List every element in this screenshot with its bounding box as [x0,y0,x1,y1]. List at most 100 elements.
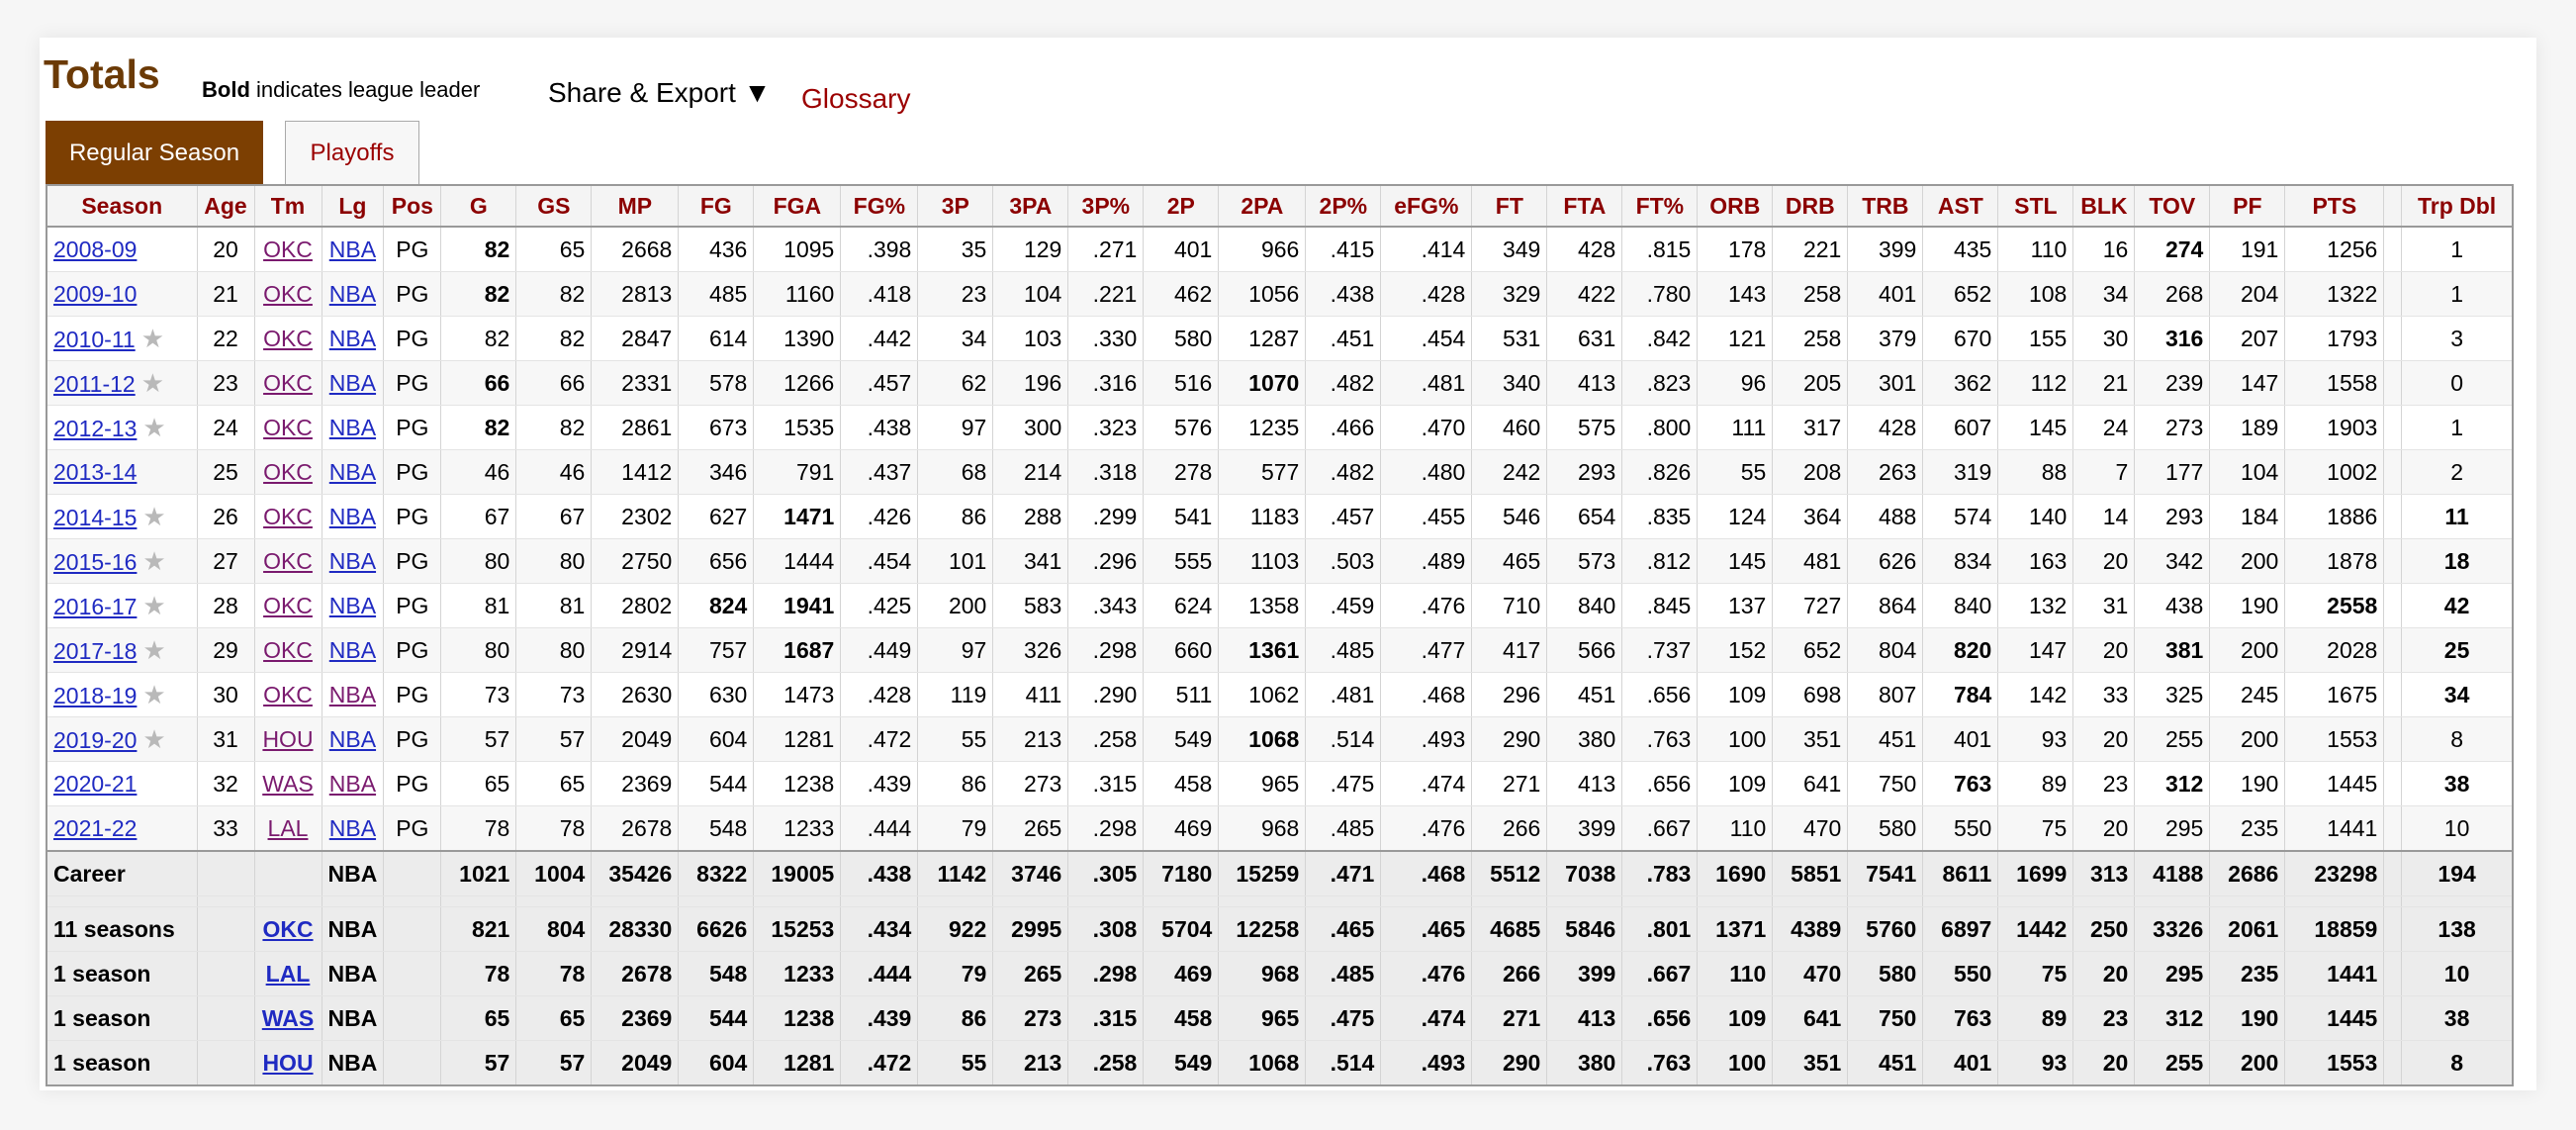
league-link[interactable]: NBA [328,681,377,707]
col-header-blk[interactable]: BLK [2072,185,2136,228]
team-link[interactable]: OKC [263,369,313,396]
col-header-gs[interactable]: GS [515,185,593,228]
team-link[interactable]: OKC [263,414,313,440]
team-link[interactable]: OKC [263,325,313,351]
col-header-lg[interactable]: Lg [322,185,385,228]
col-header-trp-dbl[interactable]: Trp Dbl [2401,185,2514,228]
league-link[interactable]: NBA [328,547,377,574]
col-header-fga[interactable]: FGA [753,185,842,228]
col-header-fg-[interactable]: FG% [840,185,919,228]
league-link[interactable]: NBA [328,636,377,663]
team-link[interactable]: HOU [262,725,314,752]
league-link[interactable]: NBA [328,414,377,440]
league-link[interactable]: NBA [328,770,377,797]
col-header-tm[interactable]: Tm [254,185,322,228]
season-link[interactable]: 2018-19 [53,682,138,708]
team-link[interactable]: HOU [262,1049,314,1076]
col-header-pos[interactable]: Pos [383,185,442,228]
col-header-tov[interactable]: TOV [2134,185,2211,228]
col-header-season[interactable]: Season [46,185,198,228]
col-header-3p-[interactable]: 3P% [1067,185,1145,228]
season-link[interactable]: 2019-20 [53,726,138,753]
col-header-mp[interactable]: MP [591,185,680,228]
season-link[interactable]: 2017-18 [53,637,138,664]
col-header-efg-[interactable]: eFG% [1380,185,1473,228]
season-link[interactable]: 2016-17 [53,593,138,619]
col-header-2pa[interactable]: 2PA [1218,185,1307,228]
team-link[interactable]: WAS [262,770,314,797]
tab-playoffs[interactable]: Playoffs [285,121,419,184]
col-header-pts[interactable]: PTS [2284,185,2385,228]
team-link[interactable]: OKC [263,458,313,485]
league-link[interactable]: NBA [328,592,377,618]
team-link[interactable]: OKC [263,681,313,707]
col-header-pf[interactable]: PF [2209,185,2286,228]
season-link[interactable]: 2020-21 [53,770,138,797]
stat-cell: .330 [1067,316,1145,361]
season-link[interactable]: 2009-10 [53,280,138,307]
stat-cell: 163 [1997,538,2074,584]
league-link[interactable]: NBA [328,503,377,529]
col-header-trb[interactable]: TRB [1847,185,1924,228]
col-header-2p[interactable]: 2P [1143,185,1220,228]
col-header-g[interactable]: G [440,185,517,228]
season-link[interactable]: 2014-15 [53,504,138,530]
league-link[interactable]: NBA [328,325,377,351]
triple-double-cell: 10 [2401,951,2514,996]
team-link[interactable]: LAL [265,960,311,987]
season-link[interactable]: 2010-11 [53,326,136,352]
col-header-2p-[interactable]: 2P% [1305,185,1382,228]
stat-cell: 1160 [753,271,842,317]
tab-regular-season[interactable]: Regular Season [46,121,263,184]
col-header-age[interactable]: Age [197,185,255,228]
col-header-orb[interactable]: ORB [1697,185,1774,228]
team-link[interactable]: OKC [263,592,313,618]
col-header-stl[interactable]: STL [1997,185,2074,228]
col-header-drb[interactable]: DRB [1772,185,1849,228]
career-rows: Career NBA 1021 1004 35426 8322 19005.438 1142 3… [46,850,2514,1086]
team-link[interactable]: OKC [263,235,313,262]
spacer-cell [2383,906,2403,952]
team-link[interactable]: OKC [263,503,313,529]
share-export-button[interactable]: Share & Export ▼ [548,77,772,108]
league-link[interactable]: NBA [328,814,377,841]
header-spacer[interactable] [2383,185,2403,228]
col-header-ft-[interactable]: FT% [1621,185,1699,228]
glossary-link[interactable]: Glossary [801,83,911,114]
col-header-3pa[interactable]: 3PA [992,185,1069,228]
stat-cell: 349 [1471,227,1548,272]
league-link[interactable]: NBA [328,235,377,262]
stat-cell: 550 [1922,951,1999,996]
stat-cell: 189 [2209,405,2286,450]
note-text: indicates league leader [249,77,481,102]
league-link[interactable]: NBA [328,725,377,752]
league-link[interactable]: NBA [328,458,377,485]
stat-cell: 1056 [1218,271,1307,317]
season-link[interactable]: 2021-22 [53,814,138,841]
stat-cell: .438 [840,850,919,896]
season-link[interactable]: 2012-13 [53,415,138,441]
team-link[interactable]: OKC [262,915,314,942]
season-link[interactable]: 2011-12 [53,370,136,397]
team-cell: WAS [254,761,322,806]
col-header-ast[interactable]: AST [1922,185,1999,228]
col-header-ft[interactable]: FT [1471,185,1548,228]
col-header-3p[interactable]: 3P [917,185,994,228]
stat-cell: 57 [515,716,593,762]
season-link[interactable]: 2015-16 [53,548,138,575]
team-link[interactable]: OKC [263,547,313,574]
stat-cell: 73 [440,672,517,717]
stat-cell: 1233 [753,951,842,996]
col-header-fta[interactable]: FTA [1546,185,1623,228]
team-link[interactable]: LAL [267,814,309,841]
team-link[interactable]: WAS [261,1004,315,1031]
team-link[interactable]: OKC [263,280,313,307]
team-link[interactable]: OKC [263,636,313,663]
col-header-fg[interactable]: FG [678,185,755,228]
season-link[interactable]: 2008-09 [53,235,138,262]
league-link[interactable]: NBA [328,369,377,396]
league-link[interactable]: NBA [328,280,377,307]
gap-cell [254,895,322,907]
season-link[interactable]: 2013-14 [53,458,138,485]
triple-double-cell: 194 [2401,850,2514,896]
